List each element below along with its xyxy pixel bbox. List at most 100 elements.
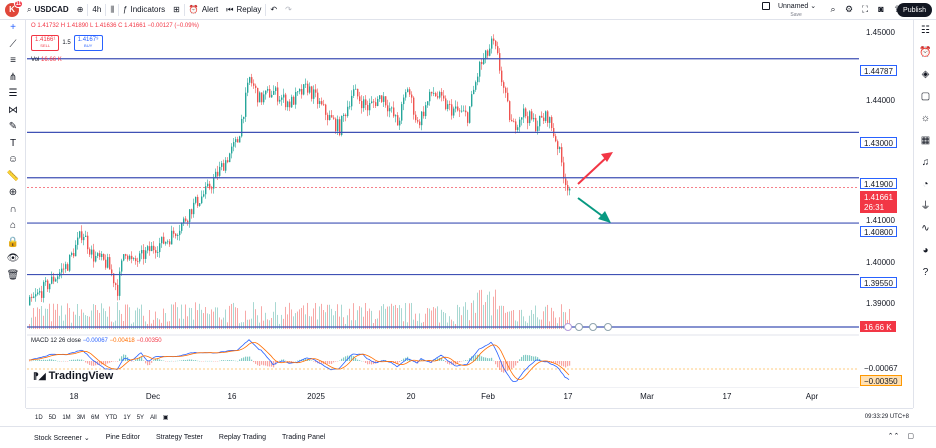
volume-bar bbox=[447, 322, 448, 329]
layers-icon[interactable]: ◈ bbox=[921, 69, 930, 80]
goto-date-icon[interactable]: ▣ bbox=[162, 415, 169, 421]
interval-button[interactable]: 4h bbox=[88, 0, 105, 20]
layout-name-button[interactable]: Unnamed ⌄ Save bbox=[762, 2, 816, 19]
trendline-icon[interactable]: ⟋ bbox=[9, 38, 17, 50]
calendar-icon[interactable]: ▦ bbox=[920, 135, 931, 146]
range-5y[interactable]: 5Y bbox=[136, 414, 145, 421]
replay-button[interactable]: ⏮ Replay bbox=[222, 0, 265, 20]
candle-body bbox=[175, 233, 177, 236]
level-label[interactable]: 1.43000 bbox=[860, 137, 897, 148]
notifications-icon[interactable]: ♫ bbox=[921, 157, 930, 168]
help-icon[interactable]: ? bbox=[922, 267, 929, 278]
user-avatar[interactable]: K 11 bbox=[5, 0, 23, 17]
range-6m[interactable]: 6M bbox=[91, 414, 100, 421]
symbol-search[interactable]: ⌕ USDCAD bbox=[23, 0, 73, 20]
pulse-icon[interactable]: ∿ bbox=[921, 223, 930, 234]
level-label[interactable]: 1.39550 bbox=[860, 277, 897, 288]
range-ytd[interactable]: YTD bbox=[105, 414, 118, 421]
search-icon[interactable]: ⌕ bbox=[830, 4, 836, 14]
macd-histogram-bar bbox=[555, 361, 557, 364]
tab-replay-trading[interactable]: Replay Trading bbox=[218, 434, 266, 441]
candle-body bbox=[227, 160, 229, 163]
volume-bar bbox=[95, 305, 96, 329]
crosshair-icon[interactable]: + bbox=[10, 22, 16, 33]
share-icon[interactable]: ⇪ bbox=[892, 4, 902, 14]
publish-button[interactable]: Publish bbox=[897, 3, 932, 17]
collapse-icon[interactable]: ⌃⌃ bbox=[887, 433, 900, 440]
volume-bar bbox=[181, 304, 182, 329]
ruler-icon[interactable]: 📏 bbox=[6, 170, 20, 182]
sell-button[interactable]: 1.4166¹ SELL bbox=[31, 35, 60, 51]
range-1y[interactable]: 1Y bbox=[123, 414, 131, 421]
buy-button[interactable]: 1.4167⁹ BUY bbox=[73, 35, 103, 51]
watchlist-icon[interactable]: ☷ bbox=[921, 25, 930, 36]
candle-body bbox=[351, 95, 353, 107]
level-label[interactable]: 1.40800 bbox=[860, 226, 897, 237]
settings-icon[interactable]: ⚙ bbox=[844, 4, 854, 14]
macd-histogram-bar bbox=[231, 360, 233, 361]
macd-histogram-bar bbox=[333, 361, 335, 363]
horizontal-lines-icon[interactable]: ≡ bbox=[10, 55, 16, 66]
range-3m[interactable]: 3M bbox=[76, 414, 86, 421]
emoji-icon[interactable]: ☺ bbox=[7, 154, 19, 165]
redo-button[interactable]: ↷ bbox=[281, 0, 296, 20]
volume-bar bbox=[457, 304, 458, 329]
brush-icon[interactable]: ✎ bbox=[8, 121, 18, 132]
magnet-icon[interactable]: ∩ bbox=[9, 203, 17, 215]
volume-bar bbox=[563, 311, 564, 329]
macd-histogram-bar bbox=[191, 359, 193, 361]
alert-button[interactable]: ⏰ Alert bbox=[185, 0, 222, 20]
candle-body bbox=[183, 218, 185, 224]
tab-pine-editor[interactable]: Pine Editor bbox=[105, 434, 140, 441]
pattern-icon[interactable]: ⋈ bbox=[8, 104, 18, 116]
lock-icon[interactable]: 🔒 bbox=[6, 236, 20, 248]
tab-strategy-tester[interactable]: Strategy Tester bbox=[155, 434, 203, 441]
range-1d[interactable]: 1D bbox=[35, 414, 43, 421]
range-all[interactable]: All bbox=[150, 414, 157, 421]
trash-icon[interactable]: 🗑 bbox=[6, 269, 20, 281]
fib-icon[interactable]: ☰ bbox=[8, 88, 18, 99]
pie-icon[interactable]: ◕ bbox=[922, 245, 929, 256]
volume-bar bbox=[389, 306, 390, 329]
eye-icon[interactable]: 👁 bbox=[6, 253, 20, 264]
clock-timezone[interactable]: 09:33:29 UTC+8 bbox=[864, 414, 909, 420]
level-label[interactable]: 1.44787 bbox=[860, 65, 897, 76]
time-tick: 2025 bbox=[307, 392, 325, 401]
volume-bar bbox=[483, 304, 484, 329]
volume-bar bbox=[233, 302, 234, 329]
lock-drawing-icon[interactable]: ⌂ bbox=[9, 220, 17, 231]
candle-body bbox=[405, 92, 407, 98]
pitchfork-icon[interactable]: ⋔ bbox=[8, 71, 18, 83]
tab-trading-panel[interactable]: Trading Panel bbox=[281, 434, 326, 441]
volume-bar bbox=[183, 318, 184, 329]
chart-type-button[interactable]: ⫼ bbox=[106, 0, 118, 20]
candle-body bbox=[397, 115, 399, 126]
lightbulb-icon[interactable]: ☼ bbox=[920, 113, 931, 124]
compare-button[interactable]: ⊕ bbox=[73, 0, 88, 20]
volume-bar bbox=[99, 312, 100, 329]
alerts-icon[interactable]: ⏰ bbox=[919, 47, 932, 58]
volume-bar bbox=[61, 305, 62, 329]
chat-icon[interactable]: ▢ bbox=[920, 91, 931, 102]
range-1m[interactable]: 1M bbox=[62, 414, 71, 421]
candle-body bbox=[443, 95, 445, 99]
layouts-button[interactable]: ⊞ bbox=[169, 0, 184, 20]
range-5d[interactable]: 5D bbox=[48, 414, 57, 421]
indicators-button[interactable]: ƒ Indicators bbox=[119, 0, 169, 20]
price-chart[interactable] bbox=[27, 20, 859, 388]
text-icon[interactable]: T bbox=[9, 137, 17, 149]
fullscreen-icon[interactable]: ⛶ bbox=[861, 4, 869, 14]
level-label[interactable]: 1.41900 bbox=[860, 178, 897, 189]
camera-icon[interactable]: ◙ bbox=[878, 4, 884, 14]
undo-button[interactable]: ↶ bbox=[266, 0, 281, 20]
ideas-icon[interactable]: ◔ bbox=[922, 179, 929, 190]
tab-stock-screener[interactable]: Stock Screener ⌄ bbox=[34, 434, 90, 442]
volume-bar bbox=[537, 317, 538, 329]
macd-histogram-bar bbox=[49, 359, 51, 361]
volume-bar bbox=[225, 309, 226, 329]
volume-bar bbox=[525, 321, 526, 329]
maximize-icon[interactable]: ▢ bbox=[907, 433, 914, 440]
bell-icon[interactable]: ⏚ bbox=[920, 201, 931, 212]
notification-badge: 11 bbox=[13, 0, 23, 8]
zoom-icon[interactable]: ⊕ bbox=[8, 187, 18, 198]
